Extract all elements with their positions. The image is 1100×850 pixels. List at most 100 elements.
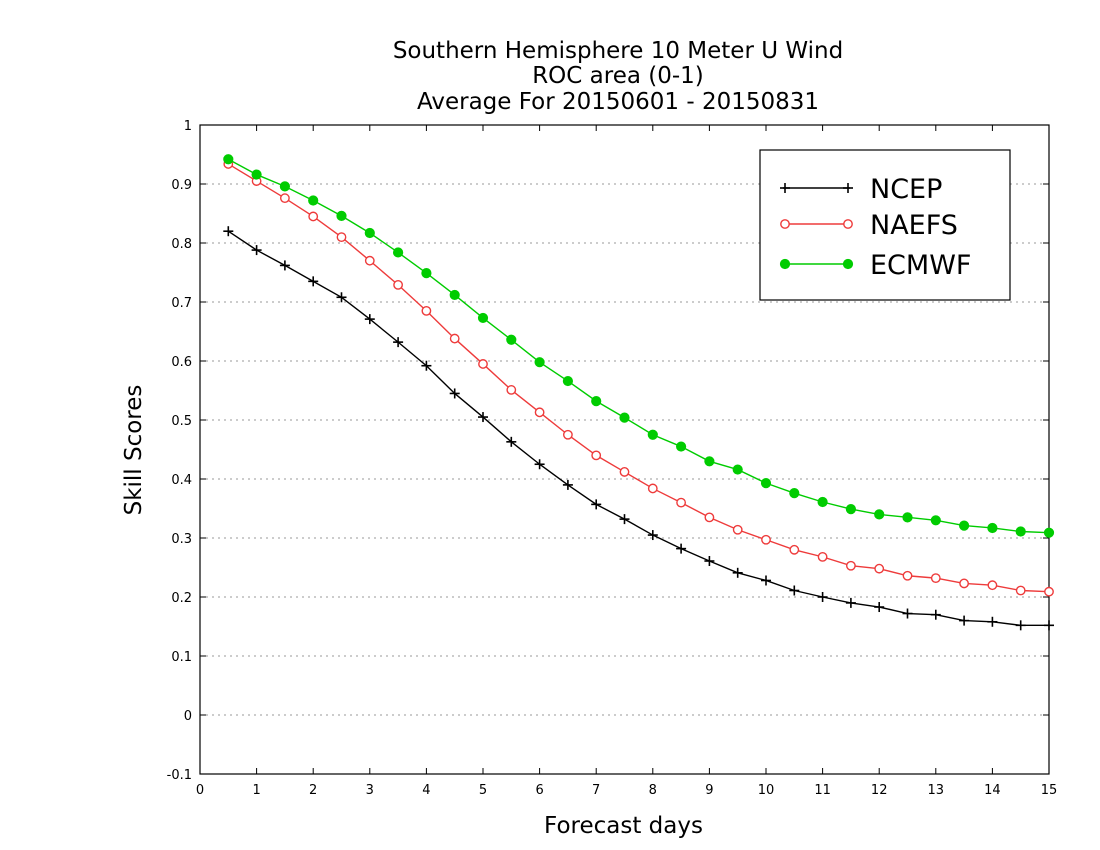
point-naefs-20 [789,544,800,555]
legend-label-ncep: NCEP [870,174,942,205]
chart-title-line-2: ROC area (0-1) [532,63,704,89]
point-ncep-7 [421,360,432,371]
point-ecmwf-29 [1043,527,1055,538]
point-naefs-19 [761,534,771,545]
point-ecmwf-25 [930,515,941,526]
point-ncep-6 [393,337,404,348]
point-naefs-22 [846,560,856,571]
point-ecmwf-4 [336,210,347,221]
point-ecmwf-17 [704,456,715,467]
y-tick-label-5: 0.4 [171,473,192,488]
point-ecmwf-24 [902,512,913,523]
point-naefs-7 [421,305,432,316]
x-tick-label-2: 2 [309,783,317,798]
point-naefs-13 [591,450,602,461]
point-naefs-8 [449,333,460,344]
point-naefs-14 [619,467,630,477]
point-ncep-8 [449,388,460,399]
y-axis-label: Skill Scores [121,385,147,516]
point-naefs-12 [563,429,573,440]
point-ecmwf-12 [562,375,574,387]
point-ecmwf-18 [732,464,743,475]
point-ecmwf-15 [647,429,658,440]
point-ecmwf-10 [506,334,517,345]
point-ecmwf-19 [760,478,772,489]
legend-box [759,149,1011,301]
point-naefs-23 [874,563,885,574]
point-ncep-28 [1015,620,1026,631]
point-ncep-20 [789,585,800,596]
point-naefs-24 [902,570,913,581]
y-tick-label-4: 0.3 [171,532,192,547]
point-ncep-24 [902,608,913,619]
point-ncep-16 [676,543,687,554]
x-tick-label-1: 1 [252,783,260,798]
y-axis: -0.1 0 0.1 0.2 0.3 0.4 0.5 0.6 0.7 0.8 0.9 1 [167,119,1049,783]
series-naefs [223,159,1054,597]
point-naefs-3 [308,211,319,222]
series-group [223,154,1055,631]
point-naefs-15 [647,483,658,494]
point-ecmwf-28 [1015,526,1026,537]
y-tick-label-0: -0.1 [167,768,192,783]
legend-marker-end-ecmwf [842,258,854,270]
y-tick-label-8: 0.7 [171,296,192,311]
point-ecmwf-11 [534,357,545,368]
legend-marker-start-ecmwf [779,258,791,270]
point-ecmwf-6 [393,247,404,258]
point-ncep-26 [959,615,970,626]
y-tick-label-1: 0 [184,709,192,724]
point-ecmwf-16 [676,441,687,452]
legend-label-naefs: NAEFS [870,210,958,241]
point-ncep-13 [591,499,602,510]
x-tick-label-11: 11 [814,783,831,798]
y-tick-label-3: 0.2 [171,591,192,606]
point-ecmwf-14 [619,412,630,423]
x-tick-label-8: 8 [649,783,657,798]
point-ncep-19 [761,575,771,586]
y-tick-label-11: 1 [184,119,192,134]
point-ncep-29 [1044,620,1054,631]
point-ecmwf-2 [279,181,290,192]
point-ncep-0 [223,226,234,237]
point-naefs-6 [393,279,403,290]
legend-item-ncep: NCEP [780,174,942,205]
point-naefs-27 [987,580,998,591]
x-tick-label-9: 9 [705,783,713,798]
point-ncep-14 [619,514,630,525]
point-naefs-9 [478,359,488,369]
point-naefs-28 [1015,585,1026,596]
point-ecmwf-3 [308,195,319,206]
y-tick-label-7: 0.6 [171,355,192,370]
legend-marker-start-ncep [780,183,790,193]
point-naefs-4 [336,232,347,243]
x-tick-label-10: 10 [758,783,775,798]
point-ecmwf-13 [591,396,602,407]
x-tick-label-14: 14 [984,783,1001,798]
point-ncep-25 [930,609,941,620]
point-naefs-25 [930,573,941,584]
legend: NCEP NAEFS ECMWF [759,149,1011,301]
legend-item-naefs: NAEFS [780,210,958,241]
point-ecmwf-1 [251,169,262,180]
point-ncep-15 [647,530,658,541]
y-tick-label-6: 0.5 [171,414,192,429]
point-ncep-11 [534,459,545,470]
x-tick-label-7: 7 [592,783,600,798]
x-tick-label-12: 12 [871,783,888,798]
point-ecmwf-5 [364,227,375,239]
x-tick-label-13: 13 [928,783,945,798]
point-ncep-4 [336,292,347,303]
point-naefs-21 [817,551,828,562]
legend-label-ecmwf: ECMWF [870,250,971,281]
x-axis-label: Forecast days [544,813,703,839]
point-ecmwf-27 [987,522,998,534]
point-ecmwf-7 [421,267,432,279]
point-ncep-21 [817,592,828,602]
point-naefs-10 [506,385,517,395]
x-tick-label-5: 5 [479,783,487,798]
point-naefs-17 [704,512,715,523]
point-ecmwf-21 [817,496,828,508]
x-tick-label-4: 4 [422,783,430,798]
